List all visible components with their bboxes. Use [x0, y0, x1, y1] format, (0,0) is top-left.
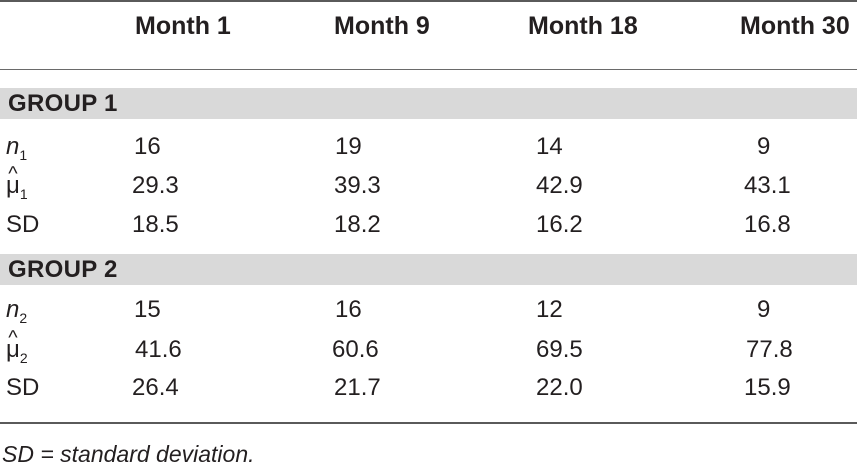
table-cell: 16 — [134, 133, 161, 160]
table-cell: 29.3 — [132, 172, 179, 199]
table-cell: 9 — [757, 296, 771, 323]
col-header-month-9: Month 9 — [334, 12, 430, 40]
table-cell: 39.3 — [334, 172, 381, 199]
group-1-band: GROUP 1 — [0, 88, 857, 119]
footnote: SD = standard deviation. — [2, 441, 255, 467]
table-cell: 18.2 — [334, 211, 381, 238]
top-rule — [0, 0, 857, 2]
table-cell: 77.8 — [746, 336, 793, 363]
row-label-sd2: SD — [6, 374, 40, 401]
table-cell: 42.9 — [536, 172, 583, 199]
row-label-mu1: ^ μ1 — [6, 163, 28, 202]
col-header-month-30: Month 30 — [740, 12, 850, 40]
header-rule — [0, 69, 857, 70]
row-label-mu2: ^ μ2 — [6, 327, 28, 366]
table-cell: 9 — [757, 133, 771, 160]
col-header-month-1: Month 1 — [135, 12, 231, 40]
table-cell: 14 — [536, 133, 563, 160]
col-header-month-18: Month 18 — [528, 12, 638, 40]
group-2-band: GROUP 2 — [0, 254, 857, 285]
row-label-n2: n2 — [6, 296, 28, 326]
table-cell: 16 — [335, 296, 362, 323]
table-cell: 19 — [335, 133, 362, 160]
table-cell: 12 — [536, 296, 563, 323]
table-cell: 22.0 — [536, 374, 583, 401]
table-cell: 15.9 — [744, 374, 791, 401]
row-label-sd1: SD — [6, 211, 40, 238]
bottom-rule — [0, 422, 857, 424]
table-cell: 15 — [134, 296, 161, 323]
table-cell: 26.4 — [132, 374, 179, 401]
group-1-title: GROUP 1 — [8, 90, 118, 117]
table-cell: 43.1 — [744, 172, 791, 199]
table-cell: 18.5 — [132, 211, 179, 238]
table-cell: 16.2 — [536, 211, 583, 238]
table-cell: 21.7 — [334, 374, 381, 401]
table-cell: 41.6 — [135, 336, 182, 363]
table-cell: 69.5 — [536, 336, 583, 363]
row-label-n1: n1 — [6, 133, 28, 163]
table-cell: 60.6 — [332, 336, 379, 363]
table-cell: 16.8 — [744, 211, 791, 238]
group-2-title: GROUP 2 — [8, 256, 118, 283]
